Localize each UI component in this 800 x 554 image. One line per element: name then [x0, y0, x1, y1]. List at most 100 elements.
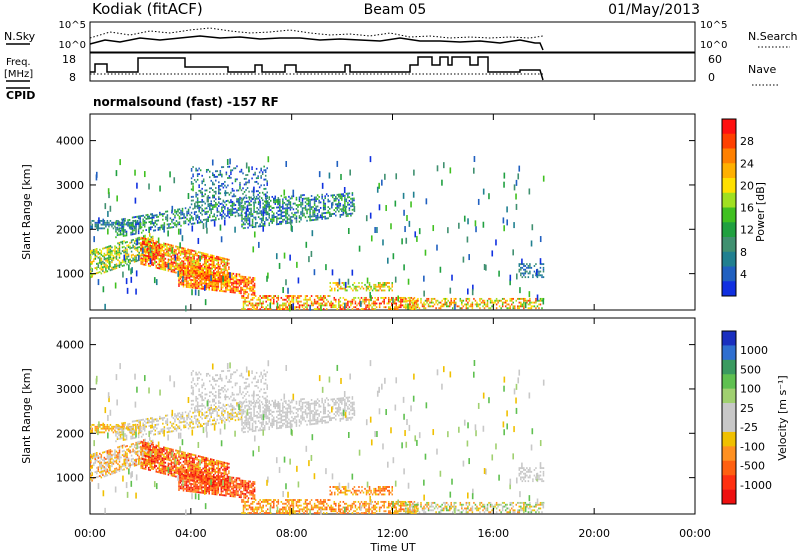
power-cell: [339, 208, 342, 211]
power-cell: [328, 304, 331, 307]
power-cell: [489, 307, 492, 310]
power-cell: [285, 279, 287, 286]
power-cell: [216, 282, 218, 284]
velocity-cell: [141, 463, 144, 466]
power-cell: [327, 209, 329, 212]
power-cell: [369, 212, 372, 219]
velocity-cell: [145, 449, 148, 452]
power-cell: [262, 202, 264, 205]
power-cell: [181, 248, 183, 251]
power-cell: [177, 214, 179, 217]
power-cell: [179, 274, 182, 276]
power-cell: [240, 288, 242, 291]
power-cell: [213, 175, 216, 178]
power-cell: [216, 259, 218, 262]
power-cell: [248, 179, 250, 182]
power-cell: [169, 253, 171, 256]
power-cell: [247, 217, 249, 220]
power-cell: [476, 305, 478, 308]
power-cell: [199, 201, 202, 203]
velocity-cell: [108, 451, 110, 454]
power-cell: [108, 260, 110, 263]
power-cell: [220, 268, 223, 271]
velocity-cell: [167, 464, 170, 467]
power-cell: [246, 281, 248, 284]
velocity-cell: [164, 461, 167, 464]
power-cell: [208, 266, 210, 269]
power-cell: [197, 278, 200, 280]
power-cell: [330, 215, 332, 217]
power-cell: [117, 248, 119, 250]
power-cell: [273, 197, 275, 200]
power-cell: [194, 202, 196, 209]
power-cell: [188, 256, 191, 259]
power-cell: [409, 299, 412, 302]
power-cell: [288, 296, 290, 299]
velocity-cell: [94, 459, 97, 462]
power-cell: [336, 193, 339, 196]
power-cell: [127, 219, 129, 222]
power-cell: [338, 203, 340, 205]
power-cell: [160, 251, 162, 253]
power-cell: [147, 259, 150, 262]
power-cell: [348, 306, 351, 309]
power-cell: [129, 260, 131, 263]
power-cell: [266, 200, 269, 203]
power-cell: [309, 200, 311, 203]
power-cell: [184, 251, 186, 254]
power-cell: [93, 260, 95, 263]
velocity-cell: [143, 454, 145, 457]
power-cell: [303, 197, 305, 200]
power-cell: [176, 268, 179, 271]
power-cell: [536, 299, 539, 302]
power-cell: [202, 276, 204, 279]
power-cell: [118, 260, 121, 263]
power-cell: [91, 273, 94, 276]
power-cell: [90, 251, 92, 254]
power-cell: [166, 210, 169, 213]
power-cell: [529, 265, 531, 267]
power-cell: [216, 287, 218, 290]
power-cell: [199, 283, 201, 286]
power-cell: [455, 297, 457, 300]
power-cell: [118, 224, 120, 227]
power-cell: [238, 292, 241, 295]
power-cell: [196, 279, 198, 282]
power-cell: [539, 274, 542, 277]
power-cell: [143, 223, 146, 226]
power-cell: [178, 264, 180, 267]
power-cell: [231, 283, 233, 286]
velocity-cell: [170, 455, 173, 458]
power-cell: [465, 307, 468, 310]
power-cell: [365, 298, 367, 301]
power-cell: [243, 190, 246, 193]
power-cell: [258, 186, 261, 189]
velocity-cell: [155, 453, 158, 456]
velocity-cell: [172, 473, 174, 475]
power-cell: [201, 209, 203, 212]
power-cell: [196, 283, 198, 286]
power-cell: [196, 258, 198, 261]
power-cell: [203, 254, 206, 257]
power-cell: [189, 217, 191, 220]
power-cell: [447, 299, 449, 302]
power-cell: [164, 248, 167, 251]
power-cell: [213, 196, 216, 199]
power-cell: [252, 284, 254, 287]
power-cell: [169, 262, 171, 265]
power-cell: [154, 253, 156, 256]
power-cell: [222, 199, 225, 202]
power-cell: [148, 217, 150, 220]
power-cell: [397, 295, 399, 302]
power-cell: [205, 278, 207, 281]
power-cell: [392, 253, 395, 260]
power-cell: [529, 263, 531, 266]
power-cell: [309, 202, 311, 205]
power-cell: [223, 259, 226, 262]
power-cell: [215, 198, 217, 201]
velocity-cell: [154, 464, 156, 467]
power-cell: [339, 197, 342, 200]
power-cell: [338, 298, 340, 301]
power-cell: [93, 258, 95, 261]
power-cell: [497, 299, 499, 302]
